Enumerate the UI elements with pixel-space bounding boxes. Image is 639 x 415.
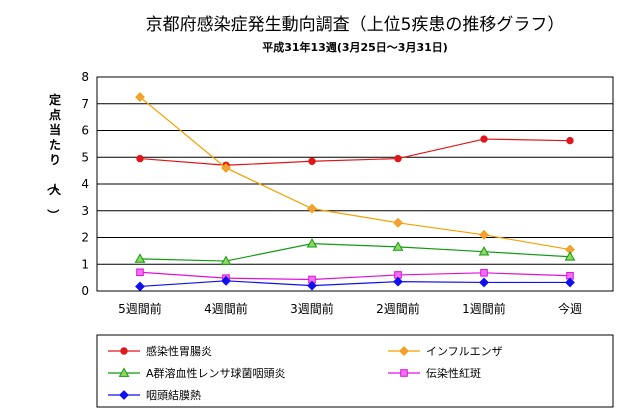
x-tick-label: 3週間前	[290, 301, 334, 316]
y-axis-title: 定点当たり（人）	[46, 92, 62, 221]
y-tick-label: 2	[81, 231, 89, 245]
data-point	[480, 135, 488, 143]
data-point	[394, 154, 402, 163]
data-point	[393, 276, 403, 287]
data-point	[392, 241, 404, 251]
data-point	[308, 157, 316, 165]
legend-box	[96, 334, 614, 408]
y-tick-label: 5	[81, 150, 89, 164]
data-point	[479, 277, 489, 288]
data-point	[566, 136, 574, 145]
series-2	[134, 238, 576, 265]
legend-marker	[120, 347, 128, 355]
legend-item: 咽頭結膜熱	[108, 388, 201, 402]
series-group	[134, 92, 576, 292]
data-point	[480, 269, 488, 277]
legend-label: 感染性胃腸炎	[146, 344, 212, 358]
data-point	[136, 268, 144, 277]
data-point	[307, 203, 317, 214]
data-point	[220, 255, 232, 265]
series-line	[139, 271, 571, 281]
legend-label: 伝染性紅斑	[426, 366, 481, 380]
data-point	[393, 217, 403, 228]
data-point	[135, 92, 145, 102]
y-axis-label: 定点当たり（人）	[46, 92, 62, 221]
data-point	[135, 281, 145, 292]
series-4	[135, 275, 575, 292]
data-point	[307, 280, 317, 291]
x-tick-labels: 5週間前 4週間前 3週間前 2週間前 1週間前 今週	[118, 301, 582, 316]
y-tick-label: 0	[81, 284, 89, 298]
legend-label: インフルエンザ	[426, 345, 503, 358]
data-point	[221, 163, 231, 173]
data-point	[134, 253, 146, 263]
x-tick-label: 今週	[558, 301, 582, 316]
y-tick-labels: 0 1 2 3 4 5 6 7 8	[81, 70, 89, 298]
legend-item: A群溶血性レンサ球菌咽頭炎	[108, 366, 286, 380]
chart-subtitle: 平成31年13週(3月25日～3月31日)	[262, 40, 448, 54]
data-point	[478, 246, 490, 256]
data-point	[221, 275, 231, 286]
x-tick-label: 2週間前	[376, 301, 420, 316]
x-tick-label: 4週間前	[204, 301, 248, 316]
legend-marker	[119, 390, 129, 400]
y-tick-label: 8	[81, 70, 89, 84]
legend-label: 咽頭結膜熱	[146, 388, 201, 402]
x-tick-label: 1週間前	[462, 301, 506, 316]
data-point	[136, 154, 144, 163]
plot-frame	[96, 76, 614, 292]
series-line	[139, 96, 571, 251]
chart-title: 京都府感染症発生動向調査（上位5疾患の推移グラフ）	[146, 15, 565, 35]
data-point	[306, 238, 318, 248]
legend-item: インフルエンザ	[388, 345, 503, 358]
y-tick-label: 1	[81, 257, 89, 271]
series-1	[135, 92, 575, 255]
legend-item: 感染性胃腸炎	[108, 344, 212, 358]
legend-marker	[118, 367, 130, 377]
data-point	[565, 277, 575, 288]
legend-label: A群溶血性レンサ球菌咽頭炎	[146, 366, 286, 380]
y-tick-label: 3	[81, 204, 89, 218]
x-tick-label: 5週間前	[118, 301, 162, 316]
legend-marker	[400, 369, 408, 377]
series-0	[136, 135, 574, 169]
legend-item: 伝染性紅斑	[388, 366, 481, 380]
series-line	[139, 138, 571, 166]
legend-marker	[399, 346, 409, 356]
series-3	[136, 268, 574, 284]
data-point	[479, 229, 489, 240]
data-point	[564, 251, 576, 261]
y-tick-label: 6	[81, 124, 89, 138]
series-line	[139, 243, 571, 262]
y-tick-label: 7	[81, 97, 89, 111]
series-line	[139, 280, 570, 288]
y-tick-label: 4	[81, 177, 89, 191]
gridlines	[97, 103, 613, 265]
